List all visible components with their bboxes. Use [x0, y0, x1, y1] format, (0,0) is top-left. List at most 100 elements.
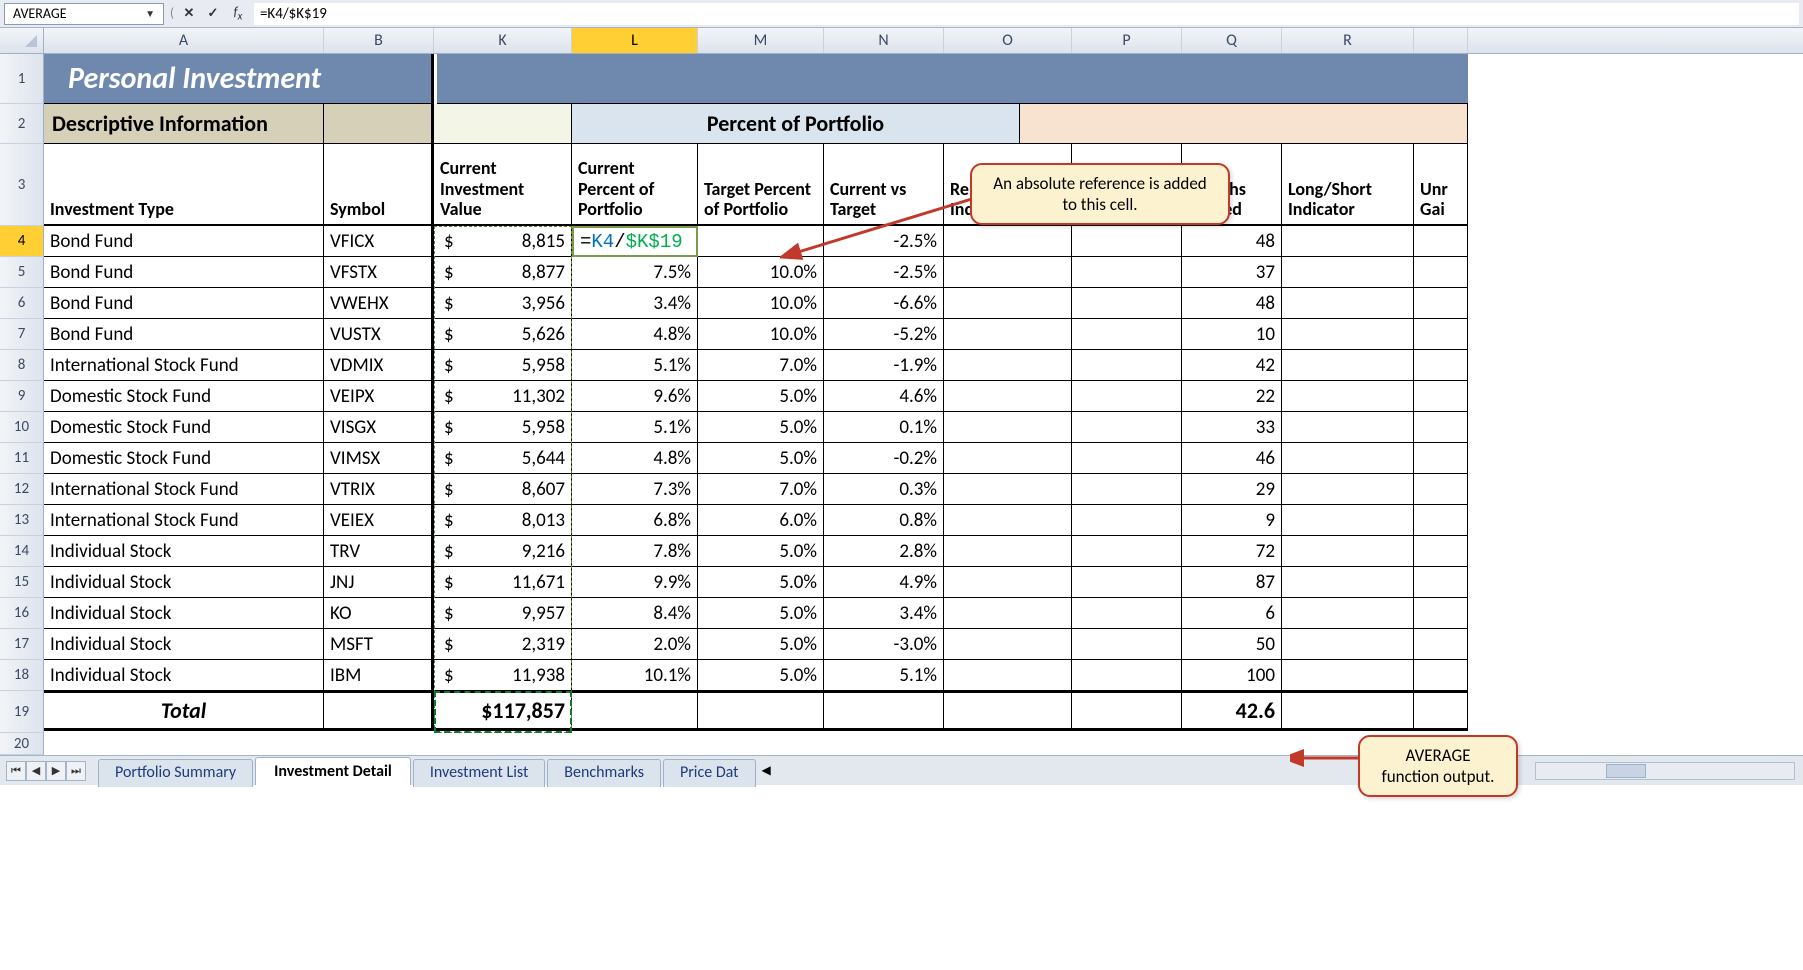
cell-type[interactable]: Bond Fund [44, 226, 324, 257]
cell-target-pct[interactable]: 6.0% [698, 505, 824, 536]
cell-L[interactable]: 2.0% [572, 629, 698, 660]
cell-cvt[interactable]: 0.8% [824, 505, 944, 536]
tab-scroll-left-icon[interactable]: ◀ [762, 763, 771, 778]
name-box-dropdown-icon[interactable]: ▼ [145, 7, 155, 20]
tab-nav-prev-icon[interactable]: ◀ [26, 761, 46, 781]
title-cell[interactable]: Personal Investment [44, 54, 434, 104]
cell-target-pct[interactable]: 5.0% [698, 629, 824, 660]
cell-buysell[interactable] [1072, 598, 1182, 629]
cell-partial[interactable] [1414, 567, 1468, 598]
formula-bar-input[interactable]: =K4/$K$19 [254, 3, 1799, 25]
cell-partial[interactable] [1414, 350, 1468, 381]
cell-partial[interactable] [1414, 257, 1468, 288]
cell-months[interactable]: 48 [1182, 288, 1282, 319]
cell-target-pct[interactable]: 5.0% [698, 381, 824, 412]
cell-partial[interactable] [1414, 536, 1468, 567]
total-M[interactable] [698, 693, 824, 728]
cell-type[interactable]: Individual Stock [44, 598, 324, 629]
cell-target-pct[interactable]: 10.0% [698, 257, 824, 288]
cell-value[interactable]: $5,958 [434, 412, 572, 443]
cell-L[interactable]: 7.8% [572, 536, 698, 567]
cell-partial[interactable] [1414, 598, 1468, 629]
cell-months[interactable]: 29 [1182, 474, 1282, 505]
hdr-long-short[interactable]: Long/Short Indicator [1282, 144, 1414, 226]
cell-partial[interactable] [1414, 660, 1468, 691]
cell-longshort[interactable] [1282, 474, 1414, 505]
cell-symbol[interactable]: TRV [324, 536, 434, 567]
total-value[interactable]: $117,857 [434, 693, 572, 728]
cell-buysell[interactable] [1072, 660, 1182, 691]
cell-type[interactable]: Individual Stock [44, 536, 324, 567]
cell-symbol[interactable]: MSFT [324, 629, 434, 660]
cell-symbol[interactable]: VEIEX [324, 505, 434, 536]
hdr-symbol[interactable]: Symbol [324, 144, 434, 226]
cell-type[interactable]: International Stock Fund [44, 474, 324, 505]
hdr-current-value[interactable]: Current Investment Value [434, 144, 572, 226]
cell-cvt[interactable]: -1.9% [824, 350, 944, 381]
total-N[interactable] [824, 693, 944, 728]
cell-target-pct[interactable]: 7.0% [698, 350, 824, 381]
cell-longshort[interactable] [1282, 505, 1414, 536]
cell-longshort[interactable] [1282, 567, 1414, 598]
cell-type[interactable]: Domestic Stock Fund [44, 412, 324, 443]
cell-value[interactable]: $11,302 [434, 381, 572, 412]
hdr-current-pct[interactable]: Current Percent of Portfolio [572, 144, 698, 226]
cell-target-pct[interactable]: 7.0% [698, 474, 824, 505]
enter-formula-button[interactable]: ✓ [204, 6, 222, 21]
cell-buysell[interactable] [1072, 536, 1182, 567]
cell-value[interactable]: $9,957 [434, 598, 572, 629]
editing-cell-L4[interactable]: =K4/$K$19 [572, 226, 698, 257]
cell-buysell[interactable] [1072, 350, 1182, 381]
cell-months[interactable]: 9 [1182, 505, 1282, 536]
cell-rebalance[interactable] [944, 226, 1072, 257]
cell-months[interactable]: 48 [1182, 226, 1282, 257]
cell-target-pct[interactable]: 5.0% [698, 536, 824, 567]
cell-type[interactable]: Individual Stock [44, 660, 324, 691]
cell-months[interactable]: 72 [1182, 536, 1282, 567]
cell-L[interactable]: 4.8% [572, 443, 698, 474]
cell-value[interactable]: $3,956 [434, 288, 572, 319]
cell-partial[interactable] [1414, 226, 1468, 257]
cell-target-pct[interactable]: 10.0% [698, 319, 824, 350]
cell-months[interactable]: 22 [1182, 381, 1282, 412]
cell-buysell[interactable] [1072, 629, 1182, 660]
cell-cvt[interactable]: 0.3% [824, 474, 944, 505]
cell-L[interactable]: 5.1% [572, 412, 698, 443]
cell-months[interactable]: 37 [1182, 257, 1282, 288]
cell-cvt[interactable]: 0.1% [824, 412, 944, 443]
cell-symbol[interactable]: VUSTX [324, 319, 434, 350]
cell-symbol[interactable]: VTRIX [324, 474, 434, 505]
cell-buysell[interactable] [1072, 474, 1182, 505]
col-header-K[interactable]: K [434, 28, 572, 53]
cell-symbol[interactable]: VFICX [324, 226, 434, 257]
sheet-tab[interactable]: Portfolio Summary [98, 759, 253, 787]
cell-value[interactable]: $11,671 [434, 567, 572, 598]
cell-L[interactable]: 9.6% [572, 381, 698, 412]
row-header-1[interactable]: 1 [0, 54, 44, 104]
row-header-20[interactable]: 20 [0, 733, 44, 755]
total-label[interactable]: Total [44, 693, 324, 728]
hdr-investment-type[interactable]: Investment Type [44, 144, 324, 226]
cell-value[interactable]: $8,607 [434, 474, 572, 505]
cell-longshort[interactable] [1282, 288, 1414, 319]
hdr-partial[interactable]: Unr Gai [1414, 144, 1468, 226]
cell-buysell[interactable] [1072, 567, 1182, 598]
cell-L[interactable]: 5.1% [572, 350, 698, 381]
cell-partial[interactable] [1414, 629, 1468, 660]
cell-symbol[interactable]: VDMIX [324, 350, 434, 381]
cell-longshort[interactable] [1282, 226, 1414, 257]
cell-target-pct[interactable]: 5.0% [698, 412, 824, 443]
cell-longshort[interactable] [1282, 350, 1414, 381]
cell-partial[interactable] [1414, 412, 1468, 443]
cell-buysell[interactable] [1072, 319, 1182, 350]
row-header-13[interactable]: 13 [0, 505, 44, 536]
cell-L[interactable]: 9.9% [572, 567, 698, 598]
cell-buysell[interactable] [1072, 443, 1182, 474]
cell-partial[interactable] [1414, 381, 1468, 412]
cell-type[interactable]: Bond Fund [44, 319, 324, 350]
cell-longshort[interactable] [1282, 443, 1414, 474]
cell-months[interactable]: 33 [1182, 412, 1282, 443]
cell-rebalance[interactable] [944, 350, 1072, 381]
cell-rebalance[interactable] [944, 412, 1072, 443]
cell-rebalance[interactable] [944, 536, 1072, 567]
